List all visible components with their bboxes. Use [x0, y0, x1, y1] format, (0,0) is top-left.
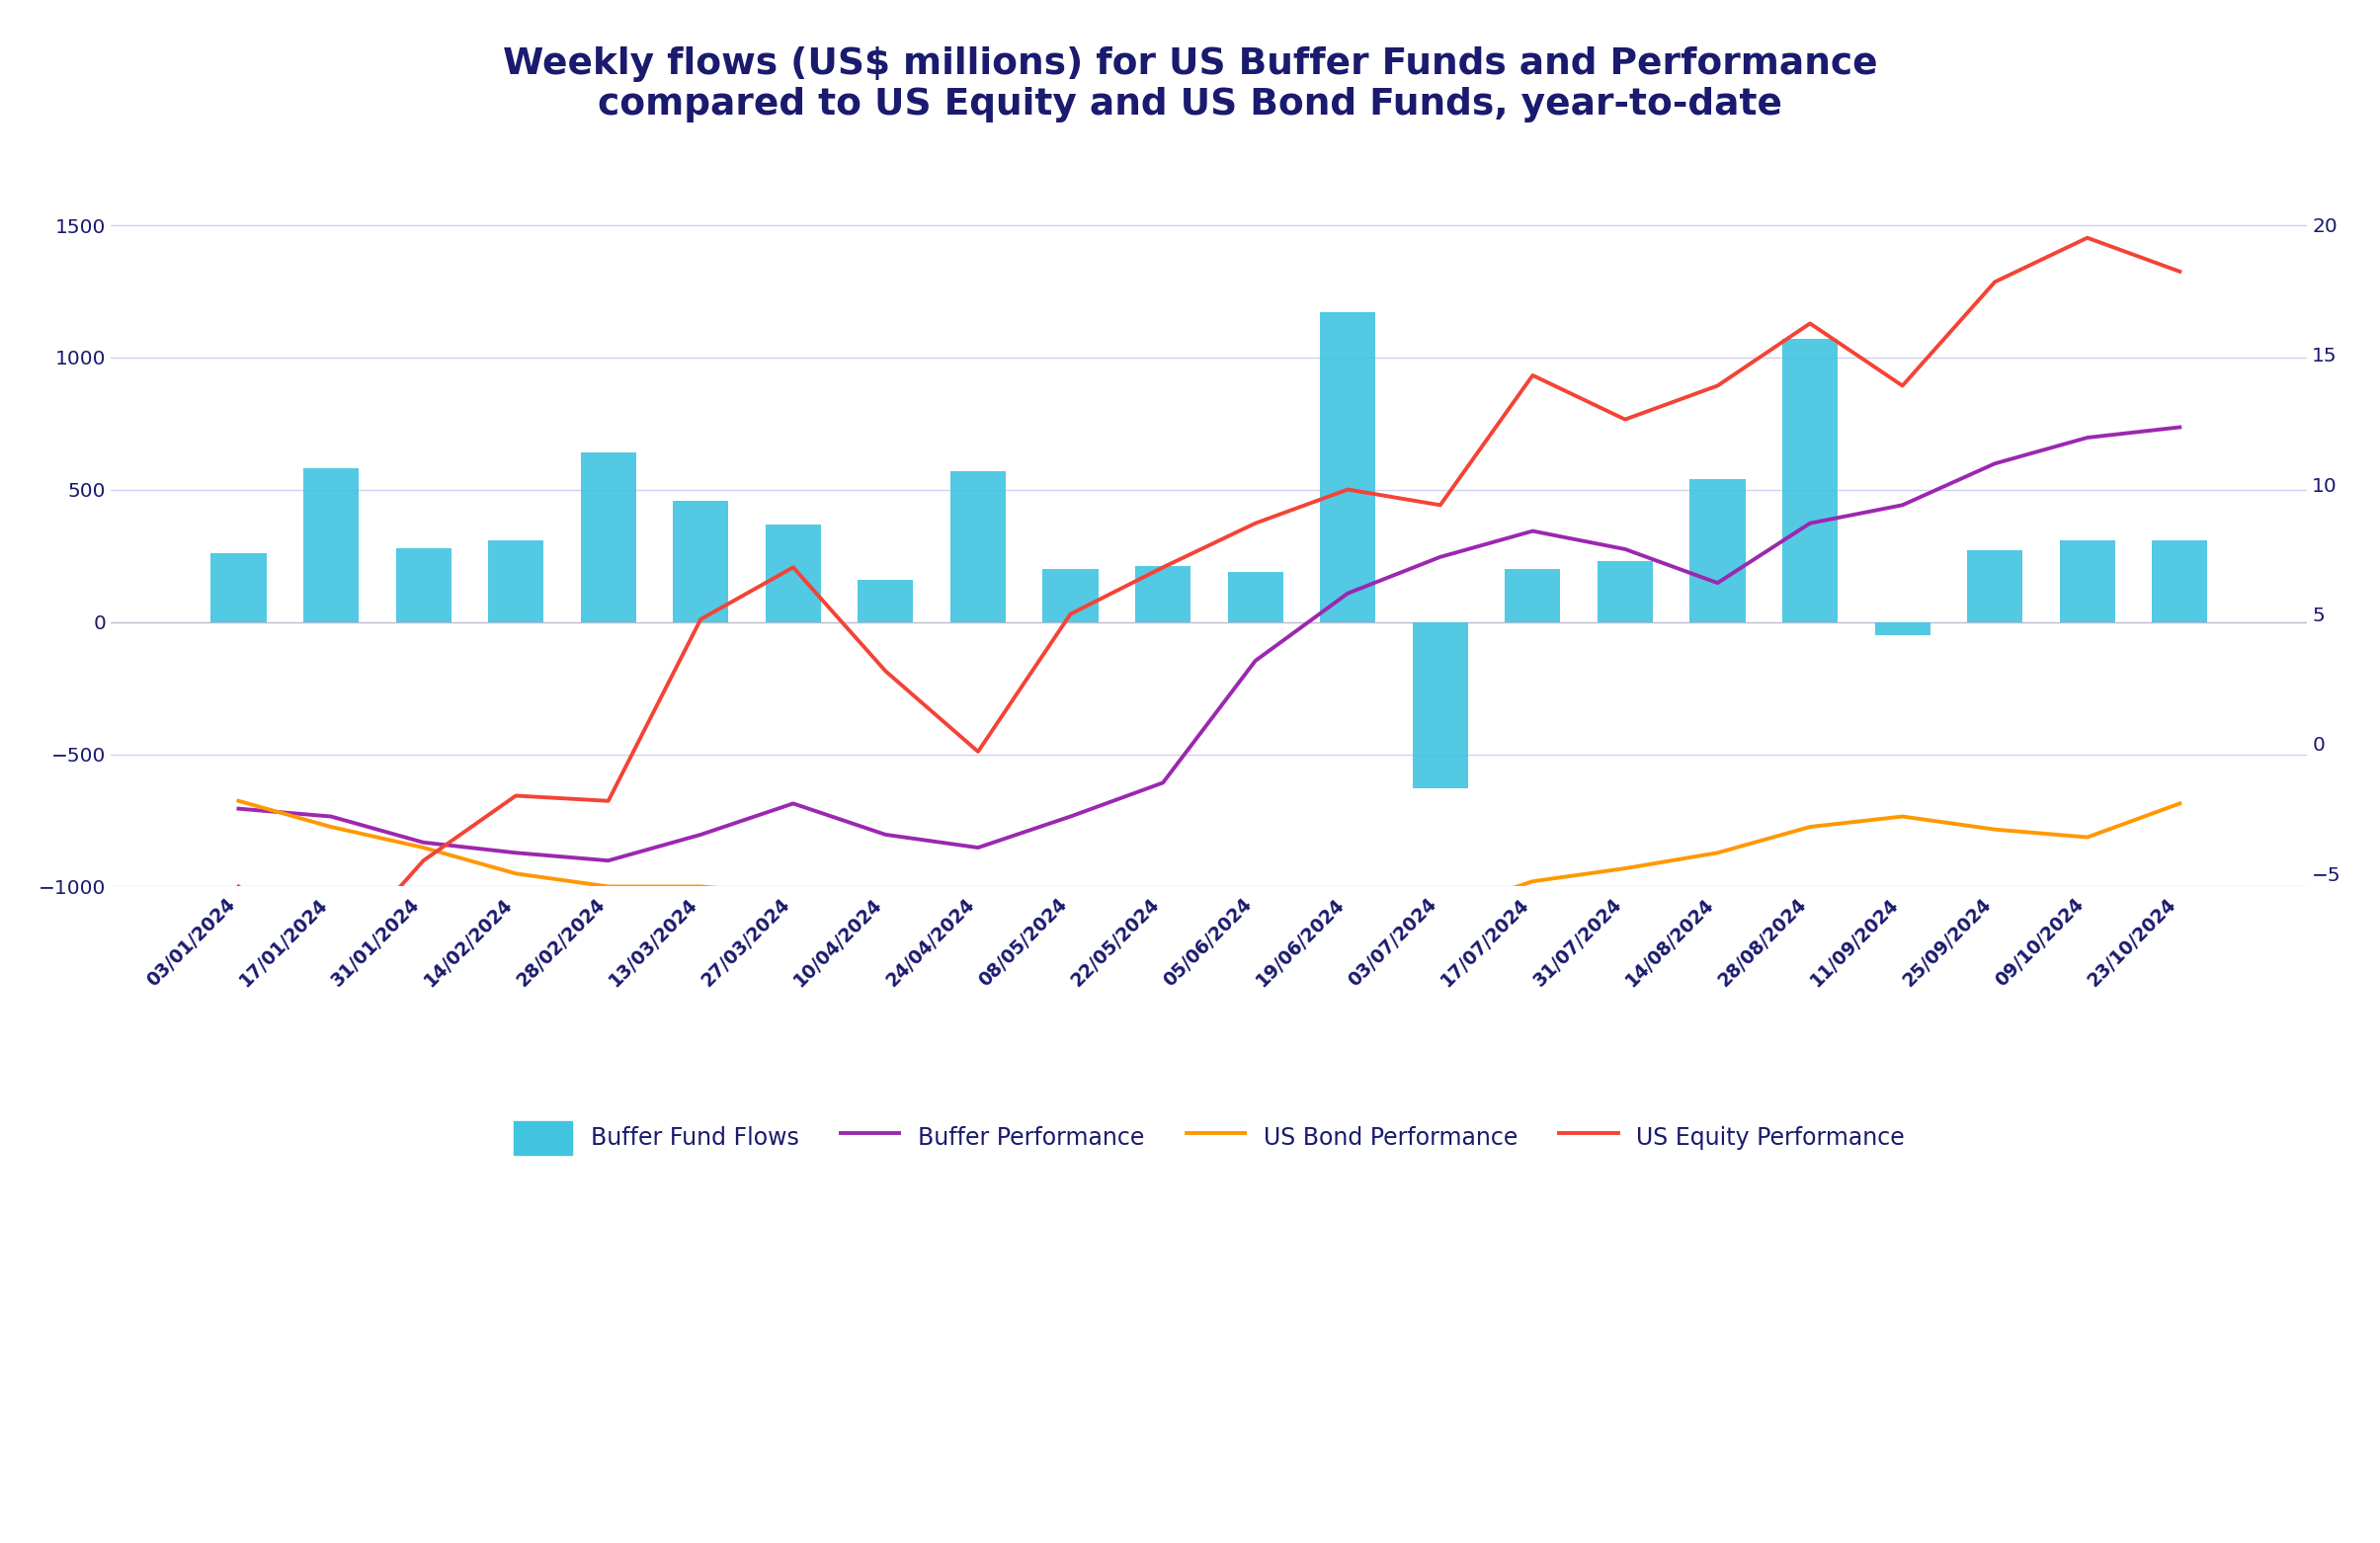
Bar — [2059, 540, 2116, 622]
Bar — [1321, 313, 1376, 622]
Bar — [766, 525, 821, 622]
Bar — [212, 554, 267, 622]
Bar — [1411, 622, 1468, 788]
Bar — [1504, 569, 1561, 622]
Bar — [1690, 480, 1745, 622]
Bar — [674, 500, 728, 622]
Legend: Buffer Fund Flows, Buffer Performance, US Bond Performance, US Equity Performanc: Buffer Fund Flows, Buffer Performance, U… — [505, 1113, 1914, 1163]
Bar — [1875, 622, 1930, 636]
Bar — [2152, 540, 2209, 622]
Bar — [302, 469, 359, 622]
Bar — [1135, 566, 1190, 622]
Bar — [488, 540, 543, 622]
Bar — [395, 548, 452, 622]
Bar — [857, 580, 914, 622]
Bar — [950, 471, 1007, 622]
Bar — [1228, 572, 1283, 622]
Bar — [1042, 569, 1097, 622]
Bar — [581, 452, 635, 622]
Text: Weekly flows (US$ millions) for US Buffer Funds and Performance
compared to US E: Weekly flows (US$ millions) for US Buffe… — [502, 46, 1878, 123]
Bar — [1783, 339, 1837, 622]
Bar — [1968, 551, 2023, 622]
Bar — [1597, 562, 1652, 622]
